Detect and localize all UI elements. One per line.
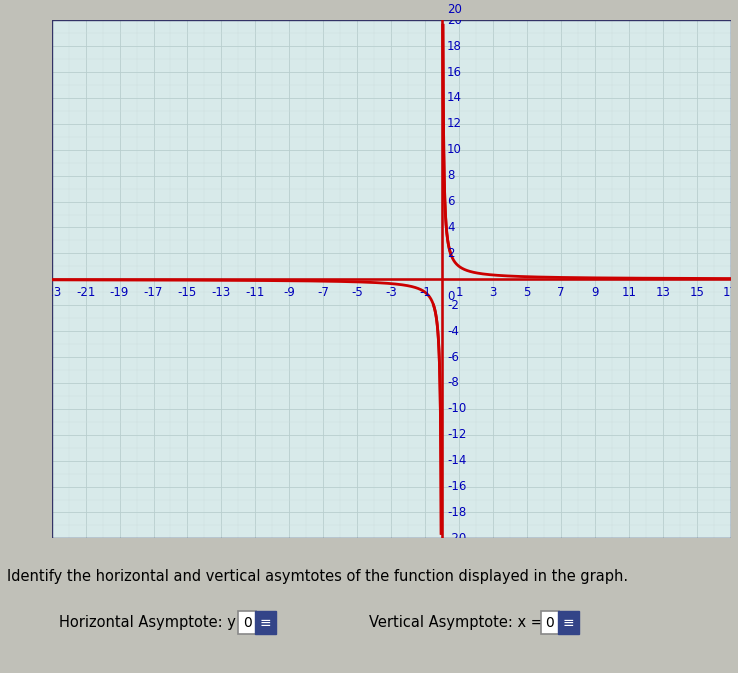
Text: 18: 18 xyxy=(447,40,462,52)
Text: -19: -19 xyxy=(110,286,129,299)
Text: Identify the horizontal and vertical asymtotes of the function displayed in the : Identify the horizontal and vertical asy… xyxy=(7,569,629,583)
Text: 4: 4 xyxy=(447,221,455,234)
Text: -6: -6 xyxy=(447,351,459,363)
Text: -1: -1 xyxy=(419,286,431,299)
Text: 1: 1 xyxy=(455,286,463,299)
Text: 10: 10 xyxy=(447,143,462,156)
Text: Vertical Asymptote: x =: Vertical Asymptote: x = xyxy=(369,615,543,630)
Text: -11: -11 xyxy=(246,286,265,299)
Text: -23: -23 xyxy=(42,286,61,299)
Text: 7: 7 xyxy=(557,286,565,299)
Text: -2: -2 xyxy=(447,299,459,312)
Text: 13: 13 xyxy=(655,286,670,299)
Text: 16: 16 xyxy=(447,65,462,79)
Text: -13: -13 xyxy=(212,286,231,299)
Text: -3: -3 xyxy=(385,286,397,299)
Text: 0: 0 xyxy=(545,616,554,629)
Text: -14: -14 xyxy=(447,454,466,467)
Text: -4: -4 xyxy=(447,324,459,338)
Text: 2: 2 xyxy=(447,247,455,260)
Text: ≡: ≡ xyxy=(260,616,272,629)
Text: 8: 8 xyxy=(447,169,455,182)
Text: 6: 6 xyxy=(447,195,455,208)
Text: -5: -5 xyxy=(351,286,363,299)
Text: 5: 5 xyxy=(523,286,531,299)
Text: -21: -21 xyxy=(76,286,95,299)
Text: -9: -9 xyxy=(283,286,295,299)
Text: 14: 14 xyxy=(447,92,462,104)
Text: 17: 17 xyxy=(723,286,738,299)
Text: -18: -18 xyxy=(447,506,466,519)
Text: 0: 0 xyxy=(447,289,455,303)
Text: -20: -20 xyxy=(447,532,466,545)
Text: ≡: ≡ xyxy=(562,616,574,629)
Text: 0: 0 xyxy=(243,616,252,629)
Text: -7: -7 xyxy=(317,286,329,299)
Text: -12: -12 xyxy=(447,428,466,441)
Text: 20: 20 xyxy=(447,3,462,16)
Text: 12: 12 xyxy=(447,117,462,131)
Text: -8: -8 xyxy=(447,376,459,390)
Text: 15: 15 xyxy=(689,286,704,299)
Text: -15: -15 xyxy=(178,286,197,299)
Text: 11: 11 xyxy=(621,286,636,299)
Text: -17: -17 xyxy=(144,286,163,299)
Text: -10: -10 xyxy=(447,402,466,415)
Text: 3: 3 xyxy=(489,286,497,299)
Text: Horizontal Asymptote: y =: Horizontal Asymptote: y = xyxy=(59,615,252,630)
Text: -16: -16 xyxy=(447,480,466,493)
Text: 20: 20 xyxy=(447,13,462,27)
Text: 9: 9 xyxy=(591,286,599,299)
